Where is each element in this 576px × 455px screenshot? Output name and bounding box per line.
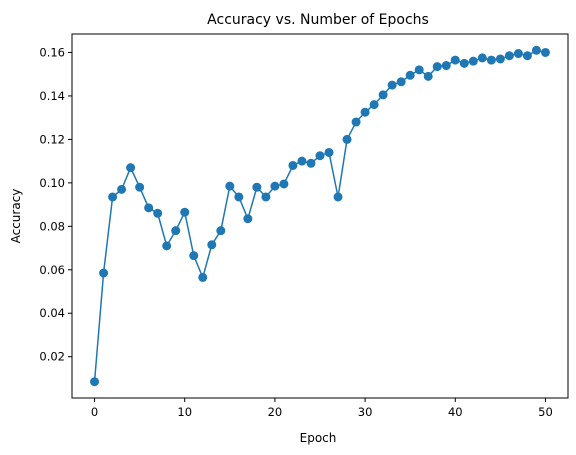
y-tick-label: 0.16 xyxy=(39,45,65,59)
data-point xyxy=(171,226,181,236)
y-axis-label: Accuracy xyxy=(9,189,23,244)
data-point xyxy=(351,117,361,127)
data-point xyxy=(387,80,397,90)
axis-ticks: 0 10 20 30 40 50 0.02 0.04 0.06 0.08 0.10 0.12 0.14 0… xyxy=(39,45,552,419)
data-point xyxy=(504,51,514,61)
y-tick-label: 0.02 xyxy=(39,350,65,364)
data-point xyxy=(495,54,505,64)
data-point xyxy=(162,241,172,251)
data-point xyxy=(468,56,478,66)
data-point xyxy=(153,208,163,218)
y-tick-label: 0.04 xyxy=(39,306,65,320)
data-point xyxy=(486,55,496,65)
data-point xyxy=(315,151,325,161)
y-tick-label: 0.10 xyxy=(39,176,65,190)
plot-frame xyxy=(71,33,569,399)
y-tick-label: 0.12 xyxy=(39,132,65,146)
x-tick-label: 20 xyxy=(268,405,283,419)
data-point xyxy=(522,51,532,61)
chart-title: Accuracy vs. Number of Epochs xyxy=(207,12,429,28)
data-point xyxy=(234,192,244,202)
y-tick-label: 0.08 xyxy=(39,219,65,233)
data-point xyxy=(297,156,307,166)
data-point xyxy=(306,158,316,168)
x-tick-label: 10 xyxy=(177,405,192,419)
data-point xyxy=(432,62,442,72)
data-point xyxy=(369,100,379,110)
data-point xyxy=(90,377,100,387)
data-point xyxy=(414,65,424,75)
data-point xyxy=(531,45,541,55)
data-point xyxy=(135,182,145,192)
data-point xyxy=(243,214,253,224)
data-point xyxy=(441,61,451,71)
data-point xyxy=(513,49,523,59)
x-tick-label: 0 xyxy=(91,405,98,419)
data-point xyxy=(279,179,289,189)
data-point xyxy=(207,240,217,250)
data-point xyxy=(324,147,334,157)
data-point xyxy=(198,272,208,282)
x-tick-label: 40 xyxy=(448,405,463,419)
data-point xyxy=(144,203,154,213)
x-axis-label: Epoch xyxy=(300,431,337,445)
y-tick-label: 0.14 xyxy=(39,89,65,103)
data-point xyxy=(261,192,271,202)
data-point xyxy=(450,55,460,65)
data-point xyxy=(405,70,415,80)
x-tick-label: 50 xyxy=(538,405,553,419)
data-point xyxy=(540,47,550,57)
plot-area xyxy=(90,45,550,387)
data-point xyxy=(477,53,487,63)
data-point xyxy=(99,268,109,278)
data-point xyxy=(225,181,235,191)
data-point xyxy=(333,192,343,202)
data-point xyxy=(378,90,388,100)
data-point xyxy=(270,181,280,191)
data-point xyxy=(396,77,406,87)
data-point xyxy=(126,163,136,173)
data-point xyxy=(108,192,118,202)
data-point xyxy=(423,71,433,81)
data-point xyxy=(342,134,352,144)
data-point xyxy=(288,160,298,170)
data-point xyxy=(180,207,190,217)
data-point xyxy=(189,251,199,261)
data-point xyxy=(360,107,370,117)
x-tick-label: 30 xyxy=(358,405,373,419)
data-point xyxy=(459,58,469,68)
data-point xyxy=(216,226,226,236)
data-point xyxy=(117,184,127,194)
data-point xyxy=(252,182,262,192)
y-tick-label: 0.06 xyxy=(39,263,65,277)
